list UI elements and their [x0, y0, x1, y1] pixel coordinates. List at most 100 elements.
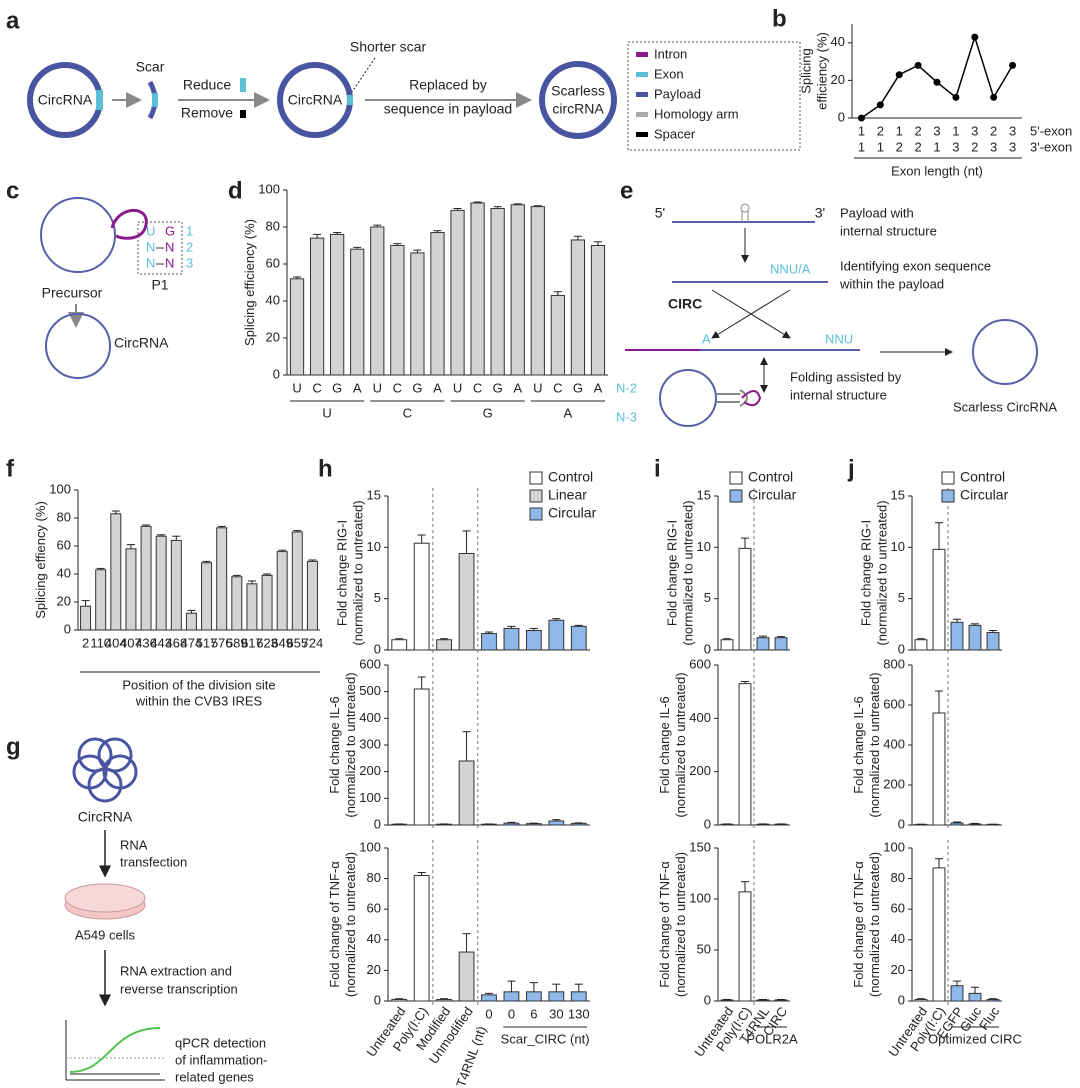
x-tick-label: 589 [226, 635, 248, 650]
bar [548, 820, 565, 826]
y-axis-label: (normalized to untreated) [343, 852, 358, 997]
bar [738, 683, 752, 826]
label: RNA extraction and [120, 963, 232, 978]
diagram-c: U N N G N N 1 2 3 P1 Precursor CircRNA [40, 197, 193, 379]
x-tick-label: 6 [530, 1006, 537, 1021]
bar [550, 294, 565, 376]
point [895, 71, 903, 79]
label: related genes [175, 1069, 254, 1084]
bar [590, 245, 606, 376]
y-tick-label: 0 [898, 816, 905, 831]
y-tick-label: 0 [704, 816, 711, 831]
bar [986, 632, 1000, 651]
y-tick-label: 20 [57, 593, 71, 608]
bar [986, 998, 1000, 1002]
label: Replaced by [409, 77, 487, 93]
point [914, 61, 922, 69]
circrna-ring [659, 369, 717, 427]
y-tick-label: 0 [273, 366, 280, 381]
ring [87, 767, 123, 803]
swatch [636, 52, 648, 57]
bar [413, 875, 430, 1002]
legend-text: Spacer [654, 126, 696, 141]
label: CircRNA [78, 809, 133, 825]
bar [503, 991, 520, 1002]
bar [738, 547, 752, 651]
bar [774, 999, 788, 1002]
y-tick-label: 600 [689, 656, 711, 671]
panel-labels: a b c d e f g h i j [6, 5, 855, 760]
y-tick-label: 100 [359, 790, 381, 805]
y-tick-label: 10 [367, 539, 381, 554]
x-tick-label: 3 [990, 139, 997, 154]
x-tick-label: 2 [971, 139, 978, 154]
x-tick-label: 2 [914, 139, 921, 154]
label: Shorter scar [350, 39, 427, 55]
legend-label: Circular [548, 505, 597, 521]
bar [216, 527, 228, 631]
y-tick-label: 40 [891, 931, 905, 946]
y-tick-label: 80 [57, 509, 71, 524]
x-tick-label: A [594, 380, 603, 395]
y-axis-label: Splicing [798, 48, 813, 94]
y-tick-label: 40 [266, 292, 280, 307]
legend-label: Circular [960, 487, 1009, 503]
y-tick-label: 600 [359, 656, 381, 671]
x-tick-label: A [433, 380, 442, 395]
precursor-ring [40, 197, 116, 273]
x-axis-label: Position of the division site [122, 677, 275, 692]
hairpin [740, 203, 750, 222]
index: 1 [186, 223, 193, 238]
bar [370, 226, 385, 376]
x-tick-label: 724 [302, 635, 324, 650]
bar [110, 513, 122, 631]
point [857, 114, 865, 122]
x-tick-label: 1 [933, 139, 940, 154]
y-axis-label: (normalized to untreated) [867, 672, 882, 817]
x-tick-label: 3 [933, 123, 940, 138]
legend-label: Linear [548, 487, 587, 503]
x-tick-label: 2 [896, 139, 903, 154]
label: circRNA [552, 101, 604, 117]
x-tick-label: 404 [105, 635, 127, 650]
bar [185, 612, 197, 631]
y-axis-label: Fold change RIG-I [858, 520, 873, 626]
bar [80, 605, 92, 631]
x-tick-label: 1 [877, 139, 884, 154]
dish [64, 883, 146, 913]
bar [968, 624, 982, 651]
label: 3' [815, 205, 825, 221]
index: 3 [186, 255, 193, 270]
y-tick-label: 80 [891, 870, 905, 885]
bar [932, 712, 946, 826]
y-axis-label: Fold change RIG-I [334, 520, 349, 626]
base: N [165, 255, 174, 270]
pointer [351, 57, 376, 93]
swatch [636, 132, 648, 137]
y-axis-label: (normalized to untreated) [673, 672, 688, 817]
y-axis-label: Splicing efficiency (%) [242, 219, 257, 346]
y-axis-label: Fold change IL-6 [851, 696, 866, 794]
legend-text: Homology arm [654, 106, 739, 121]
x-tick-label: 0 [485, 1006, 492, 1021]
label: Reduce [183, 77, 231, 93]
y-tick-label: 60 [367, 901, 381, 916]
y-axis-label: (normalized to untreated) [680, 500, 695, 645]
legend-swatch [729, 489, 743, 503]
bar [756, 637, 770, 651]
label: CircRNA [114, 335, 169, 351]
x-tick-label: 623 [256, 635, 278, 650]
y-tick-label: 0 [838, 109, 845, 124]
bar [170, 539, 182, 631]
y-tick-label: 0 [898, 641, 905, 656]
bar [231, 576, 243, 631]
label: of inflammation- [175, 1052, 267, 1067]
x-tick-label: 3 [971, 123, 978, 138]
bar [155, 535, 167, 631]
x-tick-label: G [493, 380, 503, 395]
x-tick-label: 30 [549, 1006, 563, 1021]
group-label: G [483, 405, 493, 420]
x-tick-label: 407 [120, 635, 142, 650]
x-tick-label: 130 [568, 1006, 590, 1021]
y-tick-label: 80 [367, 870, 381, 885]
